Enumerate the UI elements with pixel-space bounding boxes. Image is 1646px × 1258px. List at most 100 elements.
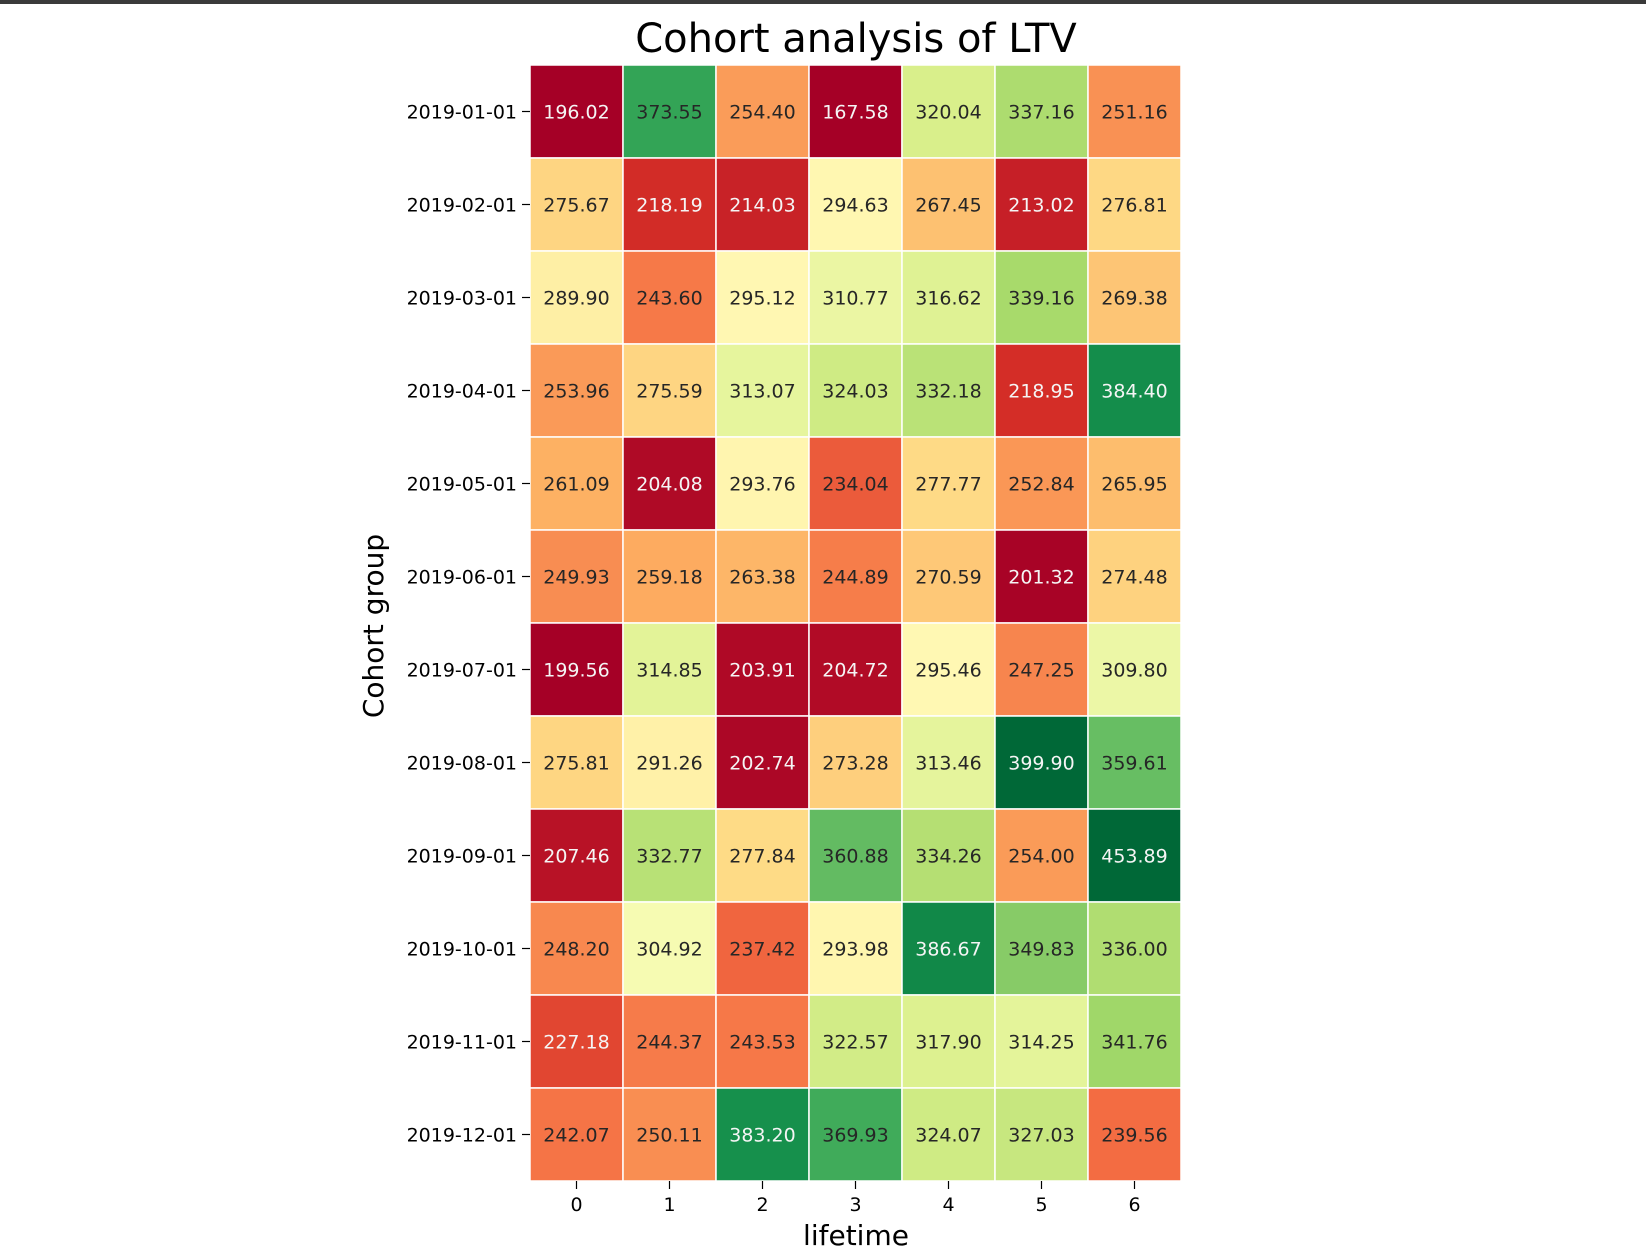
y-tick-label-2019-12-01: 2019-12-01 [407,1125,517,1147]
cell-2019-10-01-5 [994,901,1089,996]
cell-2019-08-01-2 [715,715,810,810]
x-tick-label-1: 1 [663,1194,675,1216]
cell-2019-03-01-5 [994,250,1089,345]
y-tick-label-2019-08-01: 2019-08-01 [407,753,517,775]
cell-2019-03-01-2 [715,250,810,345]
y-tick-label-2019-10-01: 2019-10-01 [407,939,517,961]
cell-label-2019-02-01-0: 275.67 [543,195,609,217]
cell-2019-09-01-0 [529,808,624,903]
cell-2019-10-01-2 [715,901,810,996]
cell-label-2019-11-01-3: 322.57 [822,1032,888,1054]
cell-label-2019-08-01-0: 275.81 [543,753,609,775]
cell-label-2019-04-01-6: 384.40 [1101,381,1167,403]
y-tick-label-2019-09-01: 2019-09-01 [407,846,517,868]
cell-label-2019-08-01-5: 399.90 [1008,753,1074,775]
cell-label-2019-07-01-0: 199.56 [543,660,609,682]
cell-2019-05-01-5 [994,436,1089,531]
y-tick-label-2019-05-01: 2019-05-01 [407,474,517,496]
cell-2019-04-01-6 [1087,343,1182,438]
window-top-border [0,0,1646,4]
cell-label-2019-04-01-1: 275.59 [636,381,702,403]
cell-2019-05-01-3 [808,436,903,531]
cell-label-2019-05-01-2: 293.76 [729,474,795,496]
cell-label-2019-01-01-4: 320.04 [915,102,981,124]
cell-label-2019-06-01-4: 270.59 [915,567,981,589]
cell-2019-03-01-1 [622,250,717,345]
cell-2019-07-01-4 [901,622,996,717]
cell-2019-10-01-6 [1087,901,1182,996]
y-axis-ticks: 2019-01-01 2019-02-01 2019-03-01 2019-04-01… [407,102,530,1147]
cell-2019-02-01-0 [529,157,624,252]
cell-label-2019-05-01-6: 265.95 [1101,474,1167,496]
cell-2019-08-01-6 [1087,715,1182,810]
cell-2019-12-01-6 [1087,1087,1182,1182]
cell-label-2019-11-01-1: 244.37 [636,1032,702,1054]
cell-label-2019-10-01-0: 248.20 [543,939,609,961]
y-tick-label-2019-03-01: 2019-03-01 [407,288,517,310]
cell-2019-06-01-2 [715,529,810,624]
cell-label-2019-04-01-4: 332.18 [915,381,981,403]
cell-label-2019-02-01-3: 294.63 [822,195,888,217]
cell-2019-02-01-3 [808,157,903,252]
chart-title: Cohort analysis of LTV [635,16,1077,62]
x-tick-label-5: 5 [1035,1194,1047,1216]
cell-label-2019-01-01-2: 254.40 [729,102,795,124]
cell-label-2019-01-01-6: 251.16 [1101,102,1167,124]
cell-2019-04-01-3 [808,343,903,438]
cell-label-2019-03-01-4: 316.62 [915,288,981,310]
cell-label-2019-04-01-2: 313.07 [729,381,795,403]
cell-label-2019-12-01-3: 369.93 [822,1125,888,1147]
y-tick-label-2019-11-01: 2019-11-01 [407,1032,517,1054]
cell-label-2019-02-01-4: 267.45 [915,195,981,217]
cell-label-2019-02-01-5: 213.02 [1008,195,1074,217]
cell-label-2019-06-01-0: 249.93 [543,567,609,589]
cell-label-2019-05-01-0: 261.09 [543,474,609,496]
cell-label-2019-03-01-6: 269.38 [1101,288,1167,310]
cell-label-2019-10-01-4: 386.67 [915,939,981,961]
cell-label-2019-03-01-5: 339.16 [1008,288,1074,310]
cell-label-2019-12-01-0: 242.07 [543,1125,609,1147]
x-axis-label: lifetime [803,1219,909,1252]
cell-label-2019-02-01-1: 218.19 [636,195,702,217]
cell-label-2019-11-01-4: 317.90 [915,1032,981,1054]
cell-label-2019-08-01-4: 313.46 [915,753,981,775]
cell-2019-04-01-2 [715,343,810,438]
cell-2019-11-01-2 [715,994,810,1089]
cell-2019-09-01-1 [622,808,717,903]
cell-2019-11-01-6 [1087,994,1182,1089]
x-tick-label-0: 0 [570,1194,582,1216]
cell-label-2019-01-01-1: 373.55 [636,102,702,124]
y-tick-label-2019-04-01: 2019-04-01 [407,381,517,403]
cell-2019-04-01-5 [994,343,1089,438]
cell-label-2019-09-01-5: 254.00 [1008,846,1074,868]
heatmap-cells: 196.02 373.55 254.40 167.58 320.04 337.16 251.… [529,64,1182,1182]
cell-2019-07-01-6 [1087,622,1182,717]
cell-label-2019-08-01-6: 359.61 [1101,753,1167,775]
cell-2019-02-01-6 [1087,157,1182,252]
cell-label-2019-12-01-1: 250.11 [636,1125,702,1147]
cell-label-2019-09-01-0: 207.46 [543,846,609,868]
y-tick-label-2019-06-01: 2019-06-01 [407,567,517,589]
cell-label-2019-05-01-5: 252.84 [1008,474,1074,496]
cell-label-2019-08-01-1: 291.26 [636,753,702,775]
cell-2019-02-01-4 [901,157,996,252]
cell-2019-01-01-1 [622,64,717,159]
cell-label-2019-11-01-6: 341.76 [1101,1032,1167,1054]
cell-label-2019-02-01-6: 276.81 [1101,195,1167,217]
cell-2019-02-01-2 [715,157,810,252]
cell-label-2019-05-01-4: 277.77 [915,474,981,496]
cell-2019-09-01-3 [808,808,903,903]
cell-2019-05-01-4 [901,436,996,531]
cell-label-2019-08-01-2: 202.74 [729,753,795,775]
y-tick-label-2019-02-01: 2019-02-01 [407,195,517,217]
cell-label-2019-12-01-5: 327.03 [1008,1125,1074,1147]
cell-2019-11-01-5 [994,994,1089,1089]
cell-2019-04-01-1 [622,343,717,438]
cell-label-2019-07-01-3: 204.72 [822,660,888,682]
y-tick-label-2019-01-01: 2019-01-01 [407,102,517,124]
cell-label-2019-06-01-1: 259.18 [636,567,702,589]
x-tick-label-6: 6 [1128,1194,1140,1216]
y-tick-label-2019-07-01: 2019-07-01 [407,660,517,682]
cell-label-2019-07-01-2: 203.91 [729,660,795,682]
